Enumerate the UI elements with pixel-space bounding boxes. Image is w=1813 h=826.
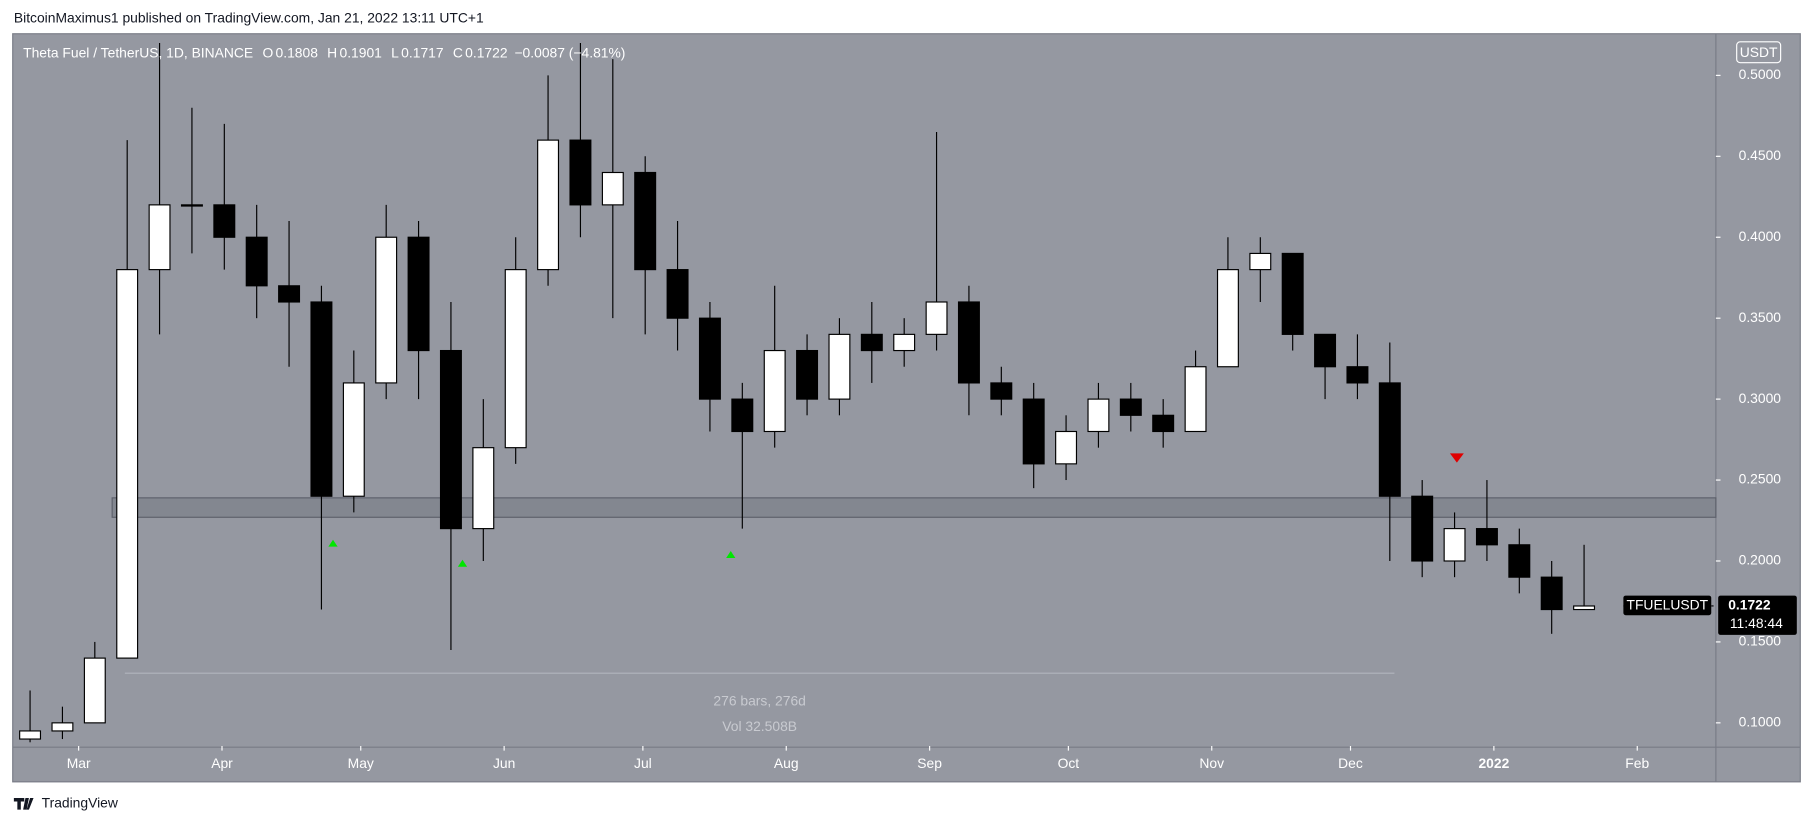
candle-body [893,333,916,352]
candle-body [1411,495,1434,562]
candle-body [828,333,851,400]
candle-body [375,236,398,384]
x-tick-label: Mar [67,755,91,771]
countdown: 11:48:44 [1730,615,1783,631]
candle-body [634,171,657,271]
publisher: BitcoinMaximus1 published on TradingView… [14,9,484,25]
candle-body [1119,398,1142,416]
candle-body [1152,414,1175,433]
candle-body [1475,528,1498,546]
candle-body [1216,269,1239,368]
candle-body [1378,382,1401,497]
currency[interactable]: USDT [1740,44,1778,60]
currency-box[interactable] [1736,41,1782,64]
candle-body [796,349,819,400]
candle-body [860,333,883,352]
x-tick-label: Feb [1625,755,1649,771]
candle-body [601,171,624,206]
x-tick-label: Sep [917,755,942,771]
x-tick-label: Jul [634,755,652,771]
candle-body [957,301,980,384]
candle-body [472,447,495,530]
x-tick-label: Aug [774,755,799,771]
y-tick-label: 0.2500 [1739,471,1782,487]
candle-body [245,236,268,287]
candle-body [342,382,365,497]
candle-body [407,236,430,352]
tv-logo [13,798,34,810]
candle-body [1540,576,1563,611]
x-tick-label: Nov [1199,755,1224,771]
legend: Theta Fuel / TetherUS, 1D, BINANCE O 0.180… [23,44,625,60]
x-tick-label: Jun [493,755,515,771]
candle-body [116,269,139,659]
candle-body [1314,333,1337,368]
candle-body [1508,544,1531,578]
ticker-box [1623,595,1712,616]
candle-body [1249,252,1272,271]
plot [19,42,1717,743]
candle-body [1573,605,1596,611]
x-tick-label: May [348,755,374,771]
y-tick-label: 0.5000 [1739,66,1782,82]
candle-body [990,382,1013,400]
y-tick-label: 0.1000 [1739,714,1782,730]
candle-body [51,722,74,732]
measure-bars: 276 bars, 276d [713,693,805,709]
signal-marker [457,559,468,567]
candle-body [439,349,462,530]
candle-body [698,317,721,400]
footer-brand: TradingView [42,794,119,810]
y-tick-label: 0.1500 [1739,633,1782,649]
candle-body [310,301,333,497]
y-tick-label: 0.2000 [1739,552,1782,568]
last-price: 0.1722 [1728,597,1771,613]
candle-body [278,285,301,303]
candle-body [1281,252,1304,335]
x-tick-label: Dec [1338,755,1363,771]
candle-body [1346,366,1369,384]
candle-body [666,269,689,319]
candle-body [1022,398,1045,465]
y-tick-label: 0.3500 [1739,309,1782,325]
candle-body [1443,528,1466,562]
candle-body [213,204,236,238]
y-tick-label: 0.3000 [1739,390,1782,406]
support-zone [111,497,1717,518]
x-tick-label: 2022 [1478,755,1509,771]
candle-body [19,730,42,740]
candle-body [1087,398,1110,433]
x-tick-label: Apr [211,755,233,771]
candle-body [1184,366,1207,433]
measure-vol: Vol 32.508B [722,718,797,734]
x-tick-label: Oct [1058,755,1080,771]
candle-body [148,204,171,271]
candle-body [537,139,560,271]
candle-body [569,139,592,206]
y-tick-label: 0.4500 [1739,147,1782,163]
candle-body [180,204,203,207]
candle-body [925,301,948,335]
signal-marker [726,551,736,558]
candle-body [83,657,106,724]
ticker: TFUELUSDT [1627,597,1709,613]
signal-marker [328,539,338,547]
candle-body [504,269,527,449]
price-box [1718,595,1797,635]
signal-marker [1449,453,1464,463]
candle-body [763,349,786,433]
chart-frame [12,33,1801,783]
y-tick-label: 0.4000 [1739,228,1782,244]
candle-body [1055,430,1078,465]
candle-body [731,398,754,433]
